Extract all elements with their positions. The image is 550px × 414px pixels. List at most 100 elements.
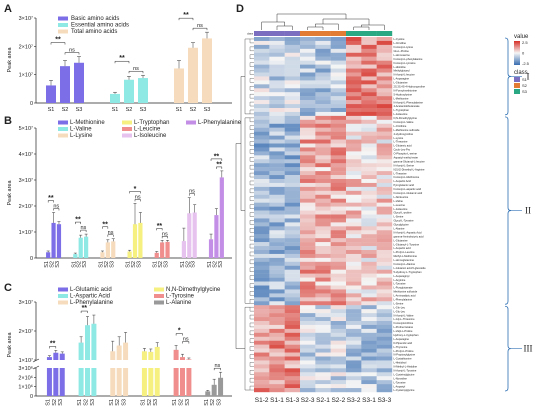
y-tick-label: 1×10⁷ <box>19 357 33 364</box>
heatmap-cell <box>376 100 393 105</box>
heatmap-cell <box>300 273 316 278</box>
significance-label: ** <box>50 340 56 347</box>
heatmap-cell <box>254 151 270 156</box>
heatmap-cell <box>254 238 270 243</box>
bar <box>214 215 219 258</box>
heatmap-cell <box>284 305 301 310</box>
heatmap-cell <box>254 131 270 136</box>
heatmap-cell <box>284 261 301 266</box>
heatmap-cell <box>254 44 270 50</box>
heatmap-cell <box>315 281 331 286</box>
heatmap-cell <box>254 332 270 337</box>
heatmap-cell <box>346 84 362 89</box>
heatmap-cell <box>330 171 347 176</box>
heatmap-cell <box>269 234 285 239</box>
significance-label: ns <box>162 231 168 237</box>
heatmap-cell <box>284 384 301 389</box>
heatmap-cell <box>269 182 285 188</box>
heatmap-cell <box>254 214 270 219</box>
heatmap-cell <box>284 226 301 231</box>
bar <box>110 93 120 103</box>
significance-bracket <box>53 208 60 211</box>
heatmap-cell <box>346 356 362 361</box>
row-dendrogram <box>249 109 254 115</box>
heatmap-cell <box>330 131 347 136</box>
class-annotation-cell <box>361 31 377 36</box>
heatmap-cell <box>284 250 301 255</box>
heatmap-cell <box>330 238 347 243</box>
heatmap-cell <box>376 179 393 184</box>
row-label: gamma-Glutamyl-L-leucine <box>394 159 426 163</box>
heatmap-cell <box>361 111 377 117</box>
heatmap-cell <box>300 210 316 215</box>
heatmap-cell <box>300 127 316 132</box>
cluster-brace <box>504 116 512 305</box>
bar <box>165 241 170 258</box>
significance-label: ** <box>119 55 125 62</box>
heatmap-cell <box>284 368 301 373</box>
heatmap-cell <box>330 384 347 389</box>
heatmap-cell <box>376 40 393 46</box>
legend-label: L-Phenylalanine <box>70 300 114 306</box>
heatmap-cell <box>346 352 362 357</box>
column-dendrogram <box>276 25 293 30</box>
bar <box>56 224 62 258</box>
heatmap-cell <box>269 123 285 128</box>
legend-label: N,N-Dimethylglycine <box>166 287 221 293</box>
row-label: N-Acetyl-L-Valine <box>394 120 415 124</box>
heatmap-cell <box>330 372 347 377</box>
heatmap-cell <box>269 281 285 286</box>
heatmap-cell <box>330 313 347 318</box>
heatmap-cell <box>361 368 377 373</box>
heatmap-cell <box>284 44 301 50</box>
row-label: L-Glu-Leu <box>394 309 406 313</box>
heatmap-cell <box>300 37 316 42</box>
heatmap-cell <box>361 56 377 61</box>
heatmap-cell <box>346 297 362 302</box>
heatmap-cell <box>300 96 316 101</box>
column-dendrogram <box>261 21 285 30</box>
x-tick-label: S1 <box>180 261 186 268</box>
heatmap-cell <box>376 246 393 251</box>
heatmap-cell <box>346 384 362 389</box>
heatmap-cell <box>254 218 270 223</box>
bar <box>202 38 212 103</box>
heatmap-cell <box>346 56 362 61</box>
bar <box>78 368 84 396</box>
heatmap-cell <box>330 56 347 61</box>
row-label: Glycyl-L-proline <box>394 211 413 215</box>
heatmap-cell <box>254 182 270 188</box>
heatmap-cell <box>284 151 301 156</box>
y-tick-label: 0 <box>30 256 33 262</box>
heatmap-cell <box>315 48 331 53</box>
heatmap-cell <box>284 380 301 385</box>
bar <box>173 368 179 396</box>
heatmap-cell <box>346 364 362 369</box>
legend-label: L-Tryptophan <box>134 120 169 126</box>
row-dendrogram <box>249 385 254 391</box>
heatmap-cell <box>346 321 362 326</box>
row-label: L-Aspartic acid <box>394 246 412 250</box>
heatmap-cell <box>269 151 285 156</box>
significance-bracket <box>102 226 109 229</box>
heatmap-cell <box>254 388 270 393</box>
heatmap-cell <box>346 253 362 259</box>
heatmap-cell <box>361 182 377 188</box>
x-tick-label: S2 <box>50 261 56 268</box>
heatmap-cell <box>254 115 270 121</box>
panel-letter: A <box>4 3 12 15</box>
legend-class-swatch <box>514 83 520 88</box>
significance-bracket <box>128 70 144 74</box>
heatmap-cell <box>254 190 270 195</box>
heatmap-cell <box>254 143 270 148</box>
heatmap-cell <box>284 182 301 188</box>
heatmap-cell <box>376 352 393 357</box>
significance-bracket <box>49 346 57 349</box>
heatmap-cell <box>361 72 377 77</box>
x-tick-label: S2 <box>158 261 164 268</box>
row-label: N-Acetyl-L-Tyrosine <box>394 368 417 372</box>
heatmap-cell <box>284 317 301 322</box>
heatmap-cell <box>269 100 285 105</box>
heatmap-cell <box>346 64 362 69</box>
